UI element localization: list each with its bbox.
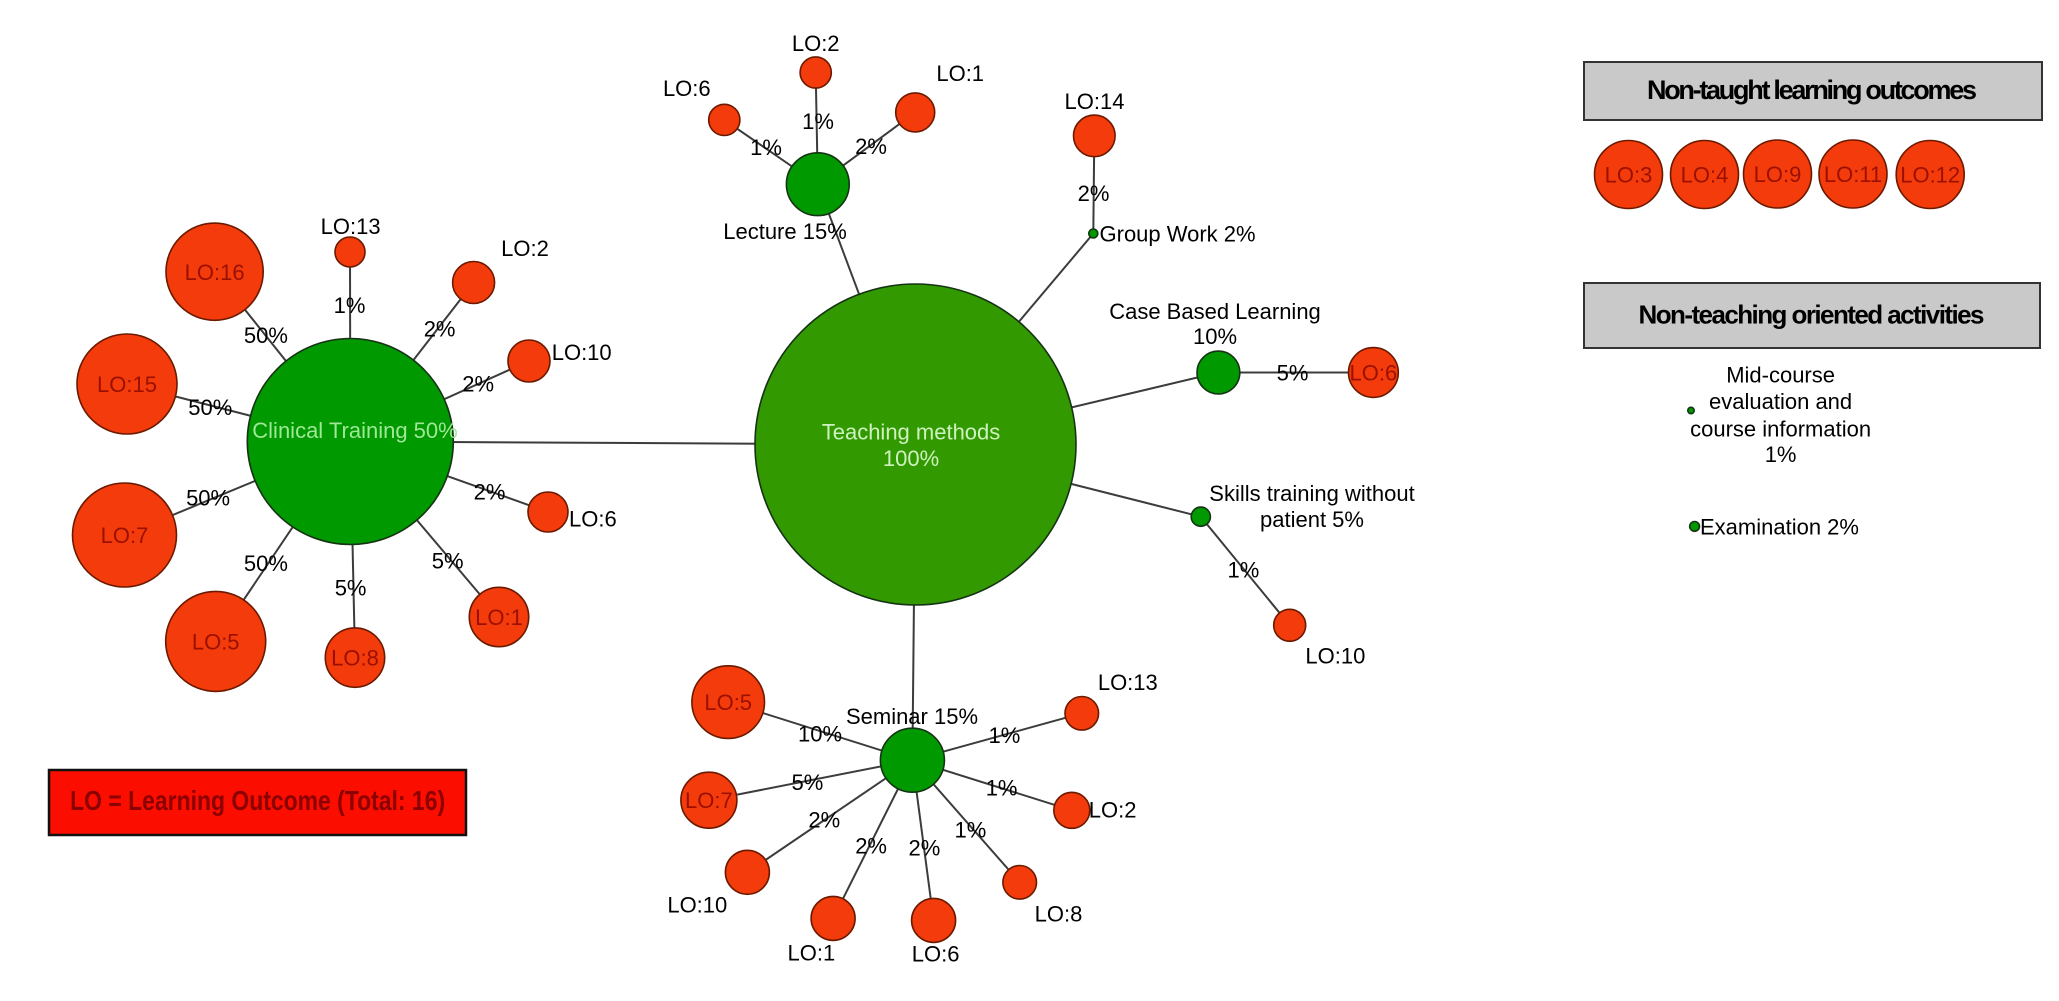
svg-text:2%: 2%: [909, 836, 941, 861]
svg-text:LO:10: LO:10: [1305, 644, 1365, 669]
svg-text:LO:14: LO:14: [1065, 89, 1125, 114]
svg-text:2%: 2%: [474, 479, 506, 504]
svg-text:1%: 1%: [1765, 442, 1797, 467]
svg-text:LO:15: LO:15: [97, 372, 157, 397]
svg-text:Non-teaching oriented activiti: Non-teaching oriented activities: [1639, 300, 1985, 330]
svg-text:LO:5: LO:5: [704, 690, 752, 715]
svg-text:patient 5%: patient 5%: [1260, 507, 1364, 532]
svg-text:5%: 5%: [1277, 361, 1309, 386]
svg-text:50%: 50%: [188, 395, 232, 420]
svg-text:Mid-course: Mid-course: [1726, 363, 1835, 388]
svg-text:5%: 5%: [335, 575, 367, 600]
svg-text:Lecture 15%: Lecture 15%: [723, 219, 847, 244]
svg-text:1%: 1%: [750, 135, 782, 160]
svg-text:LO:8: LO:8: [331, 646, 379, 671]
svg-text:50%: 50%: [244, 551, 288, 576]
svg-text:LO:11: LO:11: [1824, 162, 1882, 187]
svg-text:LO:1: LO:1: [936, 61, 984, 86]
svg-text:LO:1: LO:1: [475, 605, 523, 630]
svg-text:LO:6: LO:6: [1350, 361, 1398, 386]
svg-text:1%: 1%: [334, 293, 366, 318]
svg-text:50%: 50%: [244, 323, 288, 348]
svg-text:LO:6: LO:6: [912, 942, 960, 967]
svg-text:evaluation and: evaluation and: [1709, 389, 1852, 414]
svg-text:2%: 2%: [424, 316, 456, 341]
svg-text:LO = Learning Outcome (Total:: LO = Learning Outcome (Total: 16): [70, 785, 445, 816]
svg-text:LO:13: LO:13: [1098, 670, 1158, 695]
svg-text:LO:8: LO:8: [1035, 902, 1083, 927]
svg-text:50%: 50%: [186, 485, 230, 510]
svg-text:2%: 2%: [855, 834, 887, 859]
svg-text:LO:13: LO:13: [321, 214, 381, 239]
svg-text:Group Work 2%: Group Work 2%: [1100, 222, 1256, 247]
svg-text:Clinical Training 50%: Clinical Training 50%: [252, 418, 457, 443]
svg-text:1%: 1%: [989, 723, 1021, 748]
svg-text:2%: 2%: [462, 372, 494, 397]
svg-text:LO:4: LO:4: [1681, 163, 1729, 188]
svg-text:LO:6: LO:6: [663, 76, 711, 101]
svg-text:LO:9: LO:9: [1754, 162, 1802, 187]
svg-text:Skills training without: Skills training without: [1209, 481, 1414, 506]
svg-text:LO:10: LO:10: [667, 892, 727, 917]
svg-text:LO:12: LO:12: [1900, 163, 1960, 188]
svg-text:LO:7: LO:7: [685, 788, 733, 813]
svg-text:1%: 1%: [802, 109, 834, 134]
svg-text:10%: 10%: [1193, 324, 1237, 349]
svg-text:2%: 2%: [855, 134, 887, 159]
svg-text:1%: 1%: [955, 818, 987, 843]
svg-text:LO:6: LO:6: [569, 506, 617, 531]
svg-text:LO:2: LO:2: [501, 236, 549, 261]
svg-text:10%: 10%: [798, 721, 842, 746]
svg-text:Non-taught learning outcomes: Non-taught learning outcomes: [1647, 75, 1977, 105]
svg-text:Examination 2%: Examination 2%: [1700, 514, 1859, 539]
svg-text:2%: 2%: [808, 808, 840, 833]
svg-text:LO:7: LO:7: [101, 523, 149, 548]
svg-text:LO:1: LO:1: [788, 940, 836, 965]
svg-text:LO:5: LO:5: [192, 629, 240, 654]
svg-text:LO:16: LO:16: [185, 260, 245, 285]
svg-text:LO:2: LO:2: [792, 31, 840, 56]
svg-text:1%: 1%: [986, 775, 1018, 800]
svg-text:Seminar 15%: Seminar 15%: [846, 704, 978, 729]
svg-text:course information: course information: [1690, 417, 1871, 442]
svg-text:2%: 2%: [1078, 181, 1110, 206]
svg-text:LO:2: LO:2: [1089, 798, 1137, 823]
svg-text:5%: 5%: [792, 770, 824, 795]
svg-text:5%: 5%: [432, 548, 464, 573]
svg-text:Case Based Learning: Case Based Learning: [1109, 299, 1321, 324]
svg-text:LO:10: LO:10: [552, 340, 612, 365]
svg-text:100%: 100%: [883, 446, 939, 471]
svg-text:Teaching methods: Teaching methods: [822, 419, 1001, 444]
svg-text:1%: 1%: [1228, 557, 1260, 582]
svg-text:LO:3: LO:3: [1605, 163, 1653, 188]
